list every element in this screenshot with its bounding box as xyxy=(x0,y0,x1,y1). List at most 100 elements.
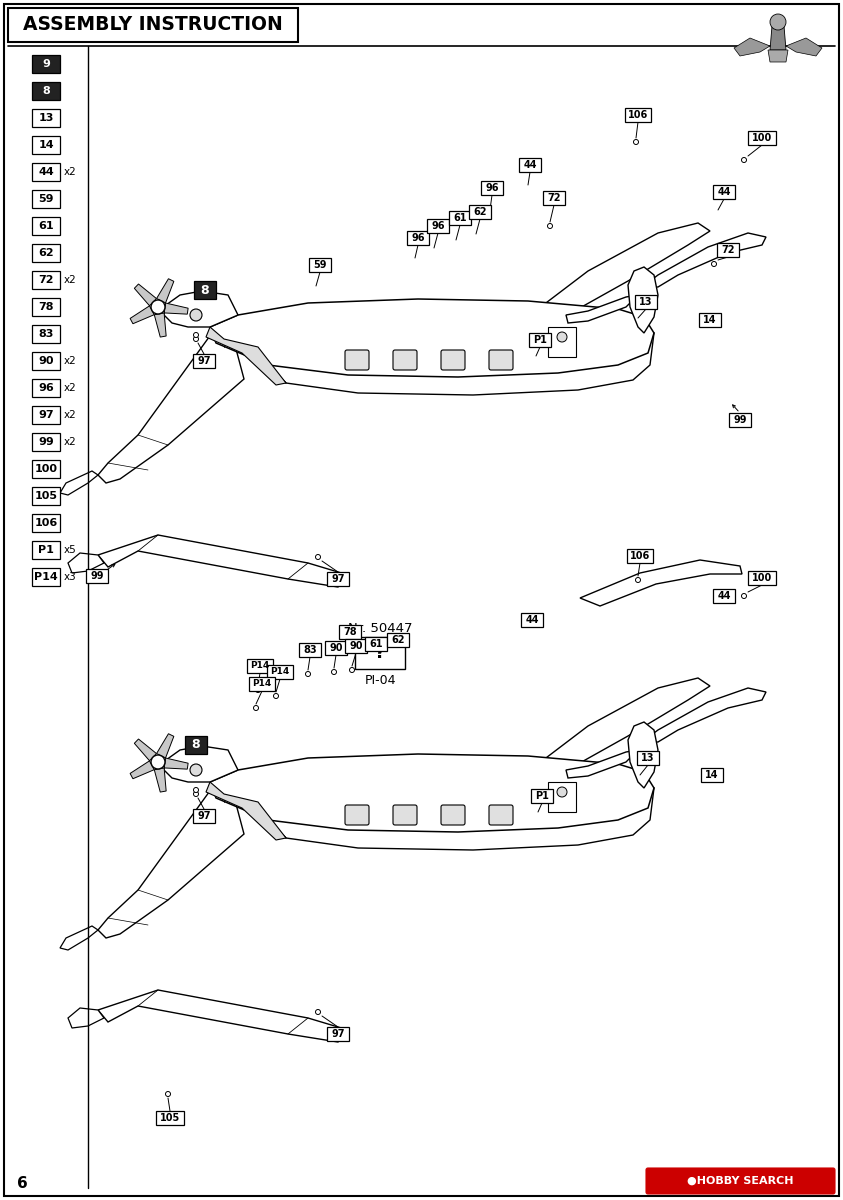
FancyBboxPatch shape xyxy=(717,242,739,257)
Text: 72: 72 xyxy=(547,193,561,203)
Text: 62: 62 xyxy=(391,635,405,646)
Text: 99: 99 xyxy=(90,571,104,581)
FancyBboxPatch shape xyxy=(327,572,349,586)
Text: 14: 14 xyxy=(706,770,719,780)
Text: 44: 44 xyxy=(717,187,731,197)
FancyBboxPatch shape xyxy=(249,677,275,691)
FancyBboxPatch shape xyxy=(729,413,751,427)
Text: ●HOBBY SEARCH: ●HOBBY SEARCH xyxy=(687,1176,793,1186)
FancyBboxPatch shape xyxy=(32,163,60,181)
Text: 61: 61 xyxy=(369,638,383,649)
Circle shape xyxy=(315,1009,320,1014)
Circle shape xyxy=(331,670,336,674)
Polygon shape xyxy=(786,38,822,56)
Circle shape xyxy=(194,787,198,792)
Polygon shape xyxy=(157,733,174,758)
Text: 44: 44 xyxy=(717,590,731,601)
Polygon shape xyxy=(566,750,638,778)
Polygon shape xyxy=(134,739,157,761)
FancyBboxPatch shape xyxy=(32,514,60,532)
FancyBboxPatch shape xyxy=(469,205,491,218)
Circle shape xyxy=(190,308,202,320)
FancyBboxPatch shape xyxy=(185,736,207,754)
FancyBboxPatch shape xyxy=(713,589,735,602)
FancyBboxPatch shape xyxy=(529,332,551,347)
Text: 13: 13 xyxy=(639,296,652,307)
Text: PI-04: PI-04 xyxy=(364,673,395,686)
Text: 44: 44 xyxy=(525,614,539,625)
FancyBboxPatch shape xyxy=(327,1027,349,1040)
Polygon shape xyxy=(68,1008,104,1028)
FancyBboxPatch shape xyxy=(299,643,321,658)
Text: 9: 9 xyxy=(42,59,50,68)
Polygon shape xyxy=(130,761,154,779)
Text: 14: 14 xyxy=(703,314,717,325)
Circle shape xyxy=(165,1092,170,1097)
FancyBboxPatch shape xyxy=(521,613,543,626)
Text: 6: 6 xyxy=(17,1176,27,1192)
Polygon shape xyxy=(164,758,188,769)
Text: 97: 97 xyxy=(197,811,211,821)
FancyBboxPatch shape xyxy=(32,379,60,397)
Text: 99: 99 xyxy=(733,415,747,425)
FancyBboxPatch shape xyxy=(8,8,298,42)
Polygon shape xyxy=(206,782,286,840)
Text: 90: 90 xyxy=(330,643,343,653)
Circle shape xyxy=(547,223,552,228)
FancyBboxPatch shape xyxy=(427,218,449,233)
FancyBboxPatch shape xyxy=(531,790,553,803)
Text: 97: 97 xyxy=(331,574,345,584)
FancyBboxPatch shape xyxy=(355,637,405,670)
Polygon shape xyxy=(768,50,788,62)
Text: x5: x5 xyxy=(64,545,77,554)
FancyBboxPatch shape xyxy=(393,350,417,370)
FancyBboxPatch shape xyxy=(32,109,60,127)
FancyBboxPatch shape xyxy=(441,805,465,826)
FancyBboxPatch shape xyxy=(339,625,361,638)
Text: 96: 96 xyxy=(411,233,425,242)
Text: x2: x2 xyxy=(64,167,77,176)
Text: 78: 78 xyxy=(343,626,357,637)
Text: 99: 99 xyxy=(38,437,54,446)
Circle shape xyxy=(315,554,320,559)
Text: P1: P1 xyxy=(38,545,54,554)
FancyBboxPatch shape xyxy=(32,271,60,289)
FancyBboxPatch shape xyxy=(247,659,273,673)
FancyBboxPatch shape xyxy=(32,82,60,100)
Text: ASSEMBLY INSTRUCTION: ASSEMBLY INSTRUCTION xyxy=(23,16,283,35)
Circle shape xyxy=(770,14,786,30)
FancyBboxPatch shape xyxy=(193,354,215,368)
FancyBboxPatch shape xyxy=(32,298,60,316)
FancyBboxPatch shape xyxy=(637,751,659,766)
Circle shape xyxy=(557,787,567,797)
FancyBboxPatch shape xyxy=(345,805,369,826)
Text: 97: 97 xyxy=(197,356,211,366)
FancyBboxPatch shape xyxy=(32,541,60,559)
Text: 44: 44 xyxy=(524,160,537,170)
Polygon shape xyxy=(98,535,348,587)
Circle shape xyxy=(194,336,198,342)
Text: x2: x2 xyxy=(64,410,77,420)
FancyBboxPatch shape xyxy=(635,295,657,308)
Polygon shape xyxy=(60,926,98,950)
FancyBboxPatch shape xyxy=(449,211,471,226)
Circle shape xyxy=(273,694,278,698)
Text: 106: 106 xyxy=(630,551,650,560)
Text: 106: 106 xyxy=(35,518,57,528)
FancyBboxPatch shape xyxy=(32,352,60,370)
Text: 100: 100 xyxy=(752,572,772,583)
Polygon shape xyxy=(628,266,658,332)
Text: 106: 106 xyxy=(628,110,648,120)
Polygon shape xyxy=(642,233,766,287)
FancyBboxPatch shape xyxy=(32,487,60,505)
Text: P1: P1 xyxy=(535,791,549,802)
Polygon shape xyxy=(154,313,166,337)
FancyBboxPatch shape xyxy=(325,641,347,655)
Polygon shape xyxy=(98,319,244,482)
Text: 61: 61 xyxy=(454,214,467,223)
Text: x2: x2 xyxy=(64,437,77,446)
FancyBboxPatch shape xyxy=(32,244,60,262)
FancyBboxPatch shape xyxy=(519,158,541,172)
Text: 83: 83 xyxy=(38,329,54,338)
Text: 97: 97 xyxy=(38,410,54,420)
